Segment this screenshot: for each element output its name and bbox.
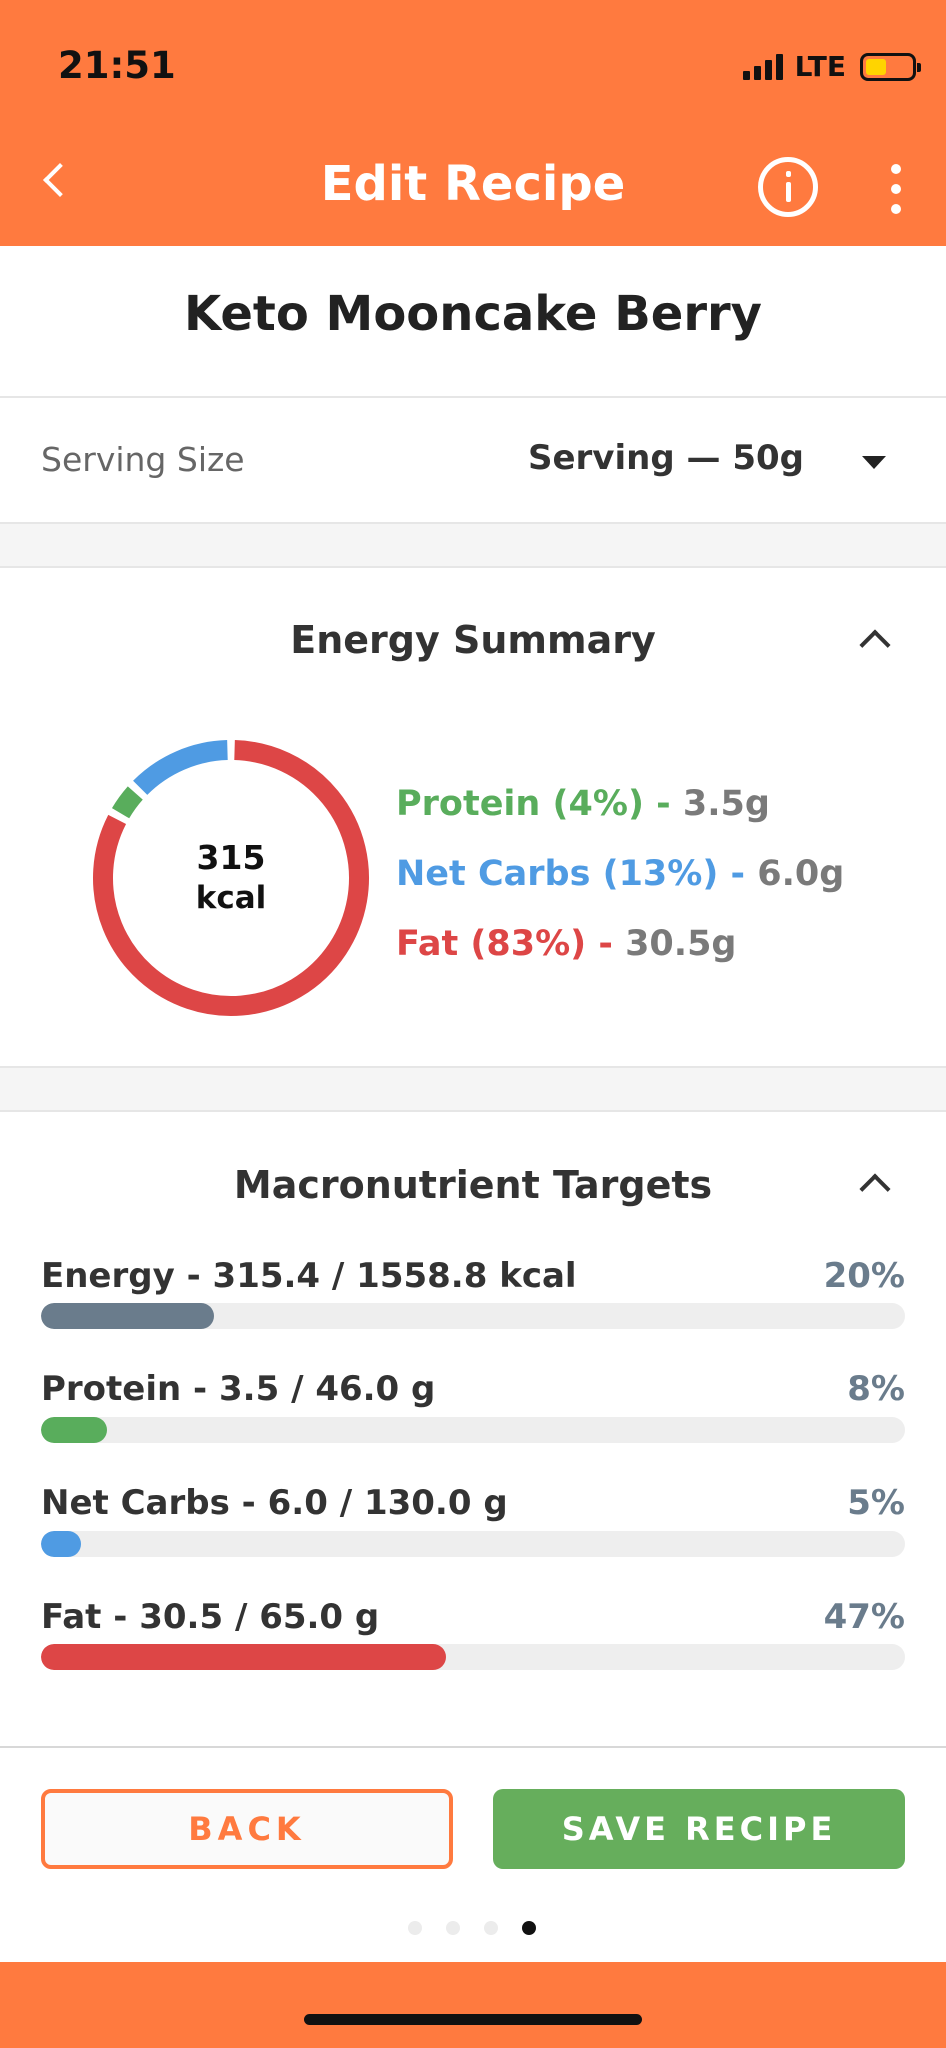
legend-fat-label: Fat (83%) bbox=[396, 924, 587, 964]
more-options-icon[interactable] bbox=[884, 164, 908, 214]
macro-energy-bar bbox=[41, 1303, 905, 1329]
info-icon[interactable] bbox=[758, 157, 818, 217]
donut-center: 315 kcal bbox=[91, 838, 371, 918]
legend-protein-amount: 3.5g bbox=[682, 784, 770, 824]
legend-net-carbs-amount: 6.0g bbox=[757, 854, 845, 894]
page-dot[interactable] bbox=[484, 1921, 498, 1935]
section-gap bbox=[0, 524, 946, 566]
page-indicator bbox=[408, 1921, 536, 1935]
macro-energy-percent: 20% bbox=[823, 1256, 905, 1296]
macro-fat-label: Fat - 30.5 / 65.0 g bbox=[41, 1597, 380, 1637]
back-button[interactable]: BACK bbox=[41, 1789, 453, 1869]
kcal-value: 315 bbox=[196, 838, 266, 877]
page-title: Edit Recipe bbox=[320, 156, 626, 212]
dropdown-arrow-icon[interactable] bbox=[862, 456, 886, 469]
legend-protein: Protein (4%) - 3.5g bbox=[396, 784, 770, 824]
legend-net-carbs-label: Net Carbs (13%) bbox=[396, 854, 719, 894]
divider bbox=[0, 1110, 946, 1112]
macro-protein-percent: 8% bbox=[847, 1369, 905, 1409]
macro-net-carbs-bar bbox=[41, 1531, 905, 1557]
macro-fat-percent: 47% bbox=[823, 1597, 905, 1637]
donut-segment-protein bbox=[111, 786, 143, 819]
status-indicators: LTE bbox=[742, 50, 921, 83]
status-time: 21:51 bbox=[58, 44, 176, 87]
serving-size-label: Serving Size bbox=[41, 440, 245, 479]
divider bbox=[0, 1066, 946, 1068]
page-dot[interactable] bbox=[408, 1921, 422, 1935]
kcal-unit: kcal bbox=[195, 880, 267, 916]
macro-net-carbs-percent: 5% bbox=[847, 1483, 905, 1523]
donut-segment-fat bbox=[93, 740, 369, 1016]
legend-fat-separator: - bbox=[586, 924, 626, 964]
app-header: 21:51 LTE Edit Recipe bbox=[0, 0, 946, 246]
legend-net-carbs: Net Carbs (13%) - 6.0g bbox=[396, 854, 844, 894]
macro-protein-bar-fill bbox=[41, 1417, 107, 1443]
page-dot[interactable] bbox=[522, 1921, 536, 1935]
donut-segment-net-carbs bbox=[133, 740, 228, 796]
energy-donut-chart bbox=[93, 740, 369, 1016]
energy-summary-title: Energy Summary bbox=[290, 618, 656, 662]
page-dot[interactable] bbox=[446, 1921, 460, 1935]
signal-icon bbox=[742, 53, 783, 80]
home-indicator[interactable] bbox=[304, 2014, 642, 2025]
macro-energy-bar-fill bbox=[41, 1303, 214, 1329]
section-gap bbox=[0, 1068, 946, 1110]
macro-fat-bar bbox=[41, 1644, 905, 1670]
legend-protein-separator: - bbox=[643, 784, 683, 824]
divider bbox=[0, 566, 946, 568]
macro-net-carbs-label: Net Carbs - 6.0 / 130.0 g bbox=[41, 1483, 508, 1523]
macro-protein-bar bbox=[41, 1417, 905, 1443]
divider bbox=[0, 396, 946, 398]
bottom-bar bbox=[0, 1962, 946, 2048]
network-type: LTE bbox=[794, 50, 846, 83]
divider bbox=[0, 1746, 946, 1748]
legend-net-carbs-separator: - bbox=[718, 854, 758, 894]
macro-targets-title: Macronutrient Targets bbox=[233, 1163, 713, 1207]
divider bbox=[0, 522, 946, 524]
battery-icon bbox=[860, 52, 921, 81]
legend-protein-label: Protein (4%) bbox=[396, 784, 644, 824]
macro-fat-bar-fill bbox=[41, 1644, 447, 1670]
save-recipe-button[interactable]: SAVE RECIPE bbox=[493, 1789, 905, 1869]
recipe-name: Keto Mooncake Berry bbox=[184, 286, 762, 342]
legend-fat-amount: 30.5g bbox=[625, 924, 737, 964]
legend-fat: Fat (83%) - 30.5g bbox=[396, 924, 737, 964]
macro-net-carbs-bar-fill bbox=[41, 1531, 81, 1557]
macro-protein-label: Protein - 3.5 / 46.0 g bbox=[41, 1369, 436, 1409]
serving-size-value[interactable]: Serving — 50g bbox=[527, 438, 804, 478]
macro-energy-label: Energy - 315.4 / 1558.8 kcal bbox=[41, 1256, 577, 1296]
